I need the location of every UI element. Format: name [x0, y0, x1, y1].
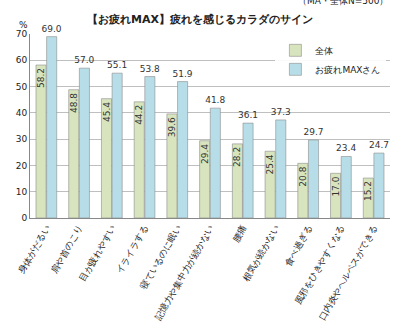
svg-text:17.0: 17.0: [331, 176, 341, 196]
svg-text:60: 60: [16, 55, 28, 65]
svg-text:69.0: 69.0: [42, 24, 62, 34]
svg-text:28.2: 28.2: [232, 147, 242, 167]
svg-text:41.8: 41.8: [205, 95, 225, 105]
svg-text:肩や首のこり: 肩や首のこり: [49, 224, 85, 276]
svg-text:お疲れMAXさん: お疲れMAXさん: [315, 65, 380, 75]
svg-text:20: 20: [16, 161, 28, 171]
svg-text:身体がだるい: 身体がだるい: [16, 224, 52, 276]
svg-text:根気が続かない: 根気が続かない: [241, 224, 281, 284]
svg-text:15.2: 15.2: [363, 181, 373, 201]
svg-text:70: 70: [16, 29, 28, 39]
svg-text:53.8: 53.8: [140, 64, 160, 74]
svg-text:20.8: 20.8: [298, 166, 308, 186]
svg-text:50: 50: [16, 82, 28, 92]
svg-text:40: 40: [16, 108, 28, 118]
svg-text:全体: 全体: [315, 46, 333, 56]
svg-text:0: 0: [21, 213, 27, 223]
svg-text:%: %: [19, 20, 28, 30]
svg-text:腰痛: 腰痛: [231, 224, 249, 245]
svg-text:口内炎やヘルペスができる: 口内炎やヘルペスができる: [317, 224, 380, 323]
svg-text:25.4: 25.4: [265, 154, 275, 174]
svg-text:イライラする: イライラする: [115, 224, 151, 276]
svg-text:記憶力や集中力が続かない: 記憶力や集中力が続かない: [153, 224, 216, 323]
svg-text:【お疲れMAX】疲れを感じるカラダのサイン: 【お疲れMAX】疲れを感じるカラダのサイン: [87, 13, 313, 26]
svg-text:58.2: 58.2: [36, 68, 46, 88]
svg-text:48.8: 48.8: [69, 93, 79, 113]
svg-text:55.1: 55.1: [107, 60, 127, 70]
svg-text:45.4: 45.4: [102, 102, 112, 122]
svg-text:37.3: 37.3: [271, 107, 291, 117]
svg-text:寝ているのに眠い: 寝ているのに眠い: [138, 224, 183, 291]
svg-text:39.6: 39.6: [167, 117, 177, 137]
svg-text:食べ過ぎる: 食べ過ぎる: [283, 224, 314, 268]
svg-text:44.2: 44.2: [134, 105, 144, 125]
svg-text:36.1: 36.1: [238, 110, 258, 120]
svg-text:10: 10: [16, 187, 28, 197]
svg-text:目が疲れやすい: 目が疲れやすい: [77, 224, 117, 284]
svg-text:57.0: 57.0: [74, 55, 94, 65]
svg-text:30: 30: [16, 134, 28, 144]
svg-text:29.4: 29.4: [200, 144, 210, 164]
svg-text:51.9: 51.9: [172, 69, 192, 79]
svg-text:風邪をひきやすくなる: 風邪をひきやすくなる: [293, 224, 347, 307]
svg-text:24.7: 24.7: [369, 140, 389, 150]
svg-text:（MA・全体N=500）: （MA・全体N=500）: [298, 0, 388, 6]
svg-text:23.4: 23.4: [336, 143, 356, 153]
svg-text:29.7: 29.7: [303, 127, 323, 137]
